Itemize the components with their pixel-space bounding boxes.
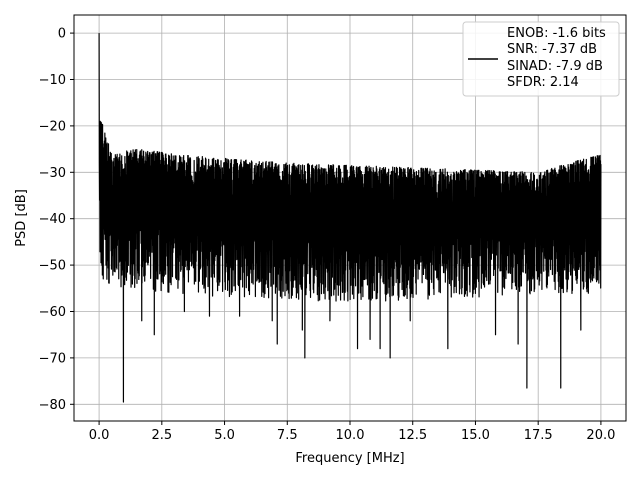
y-tick-label: −80 — [39, 398, 66, 413]
y-tick-label: −60 — [39, 305, 66, 320]
legend-line-sfdr: SFDR: 2.14 — [507, 75, 579, 90]
x-tick-label: 12.5 — [398, 428, 427, 443]
y-tick-label: −40 — [39, 212, 66, 227]
legend-line-enob: ENOB: -1.6 bits — [507, 26, 606, 41]
x-axis-label: Frequency [MHz] — [295, 451, 404, 466]
x-tick-label: 0.0 — [89, 428, 110, 443]
y-tick-label: −50 — [39, 259, 66, 274]
x-tick-label: 7.5 — [277, 428, 298, 443]
psd-line — [98, 33, 602, 403]
y-tick-label: −10 — [39, 73, 66, 88]
legend-line-sinad: SINAD: -7.9 dB — [507, 59, 603, 74]
x-tick-label: 2.5 — [151, 428, 172, 443]
legend-line-snr: SNR: -7.37 dB — [507, 42, 597, 57]
y-tick-label: −20 — [39, 119, 66, 134]
y-axis-label: PSD [dB] — [14, 189, 29, 247]
legend-box — [462, 21, 620, 97]
x-tick-label: 5.0 — [214, 428, 235, 443]
y-axis: 0 −10 −20 −30 −40 −50 −60 −70 −80 — [39, 27, 74, 413]
legend: ENOB: -1.6 bits SNR: -7.37 dB SINAD: -7.… — [462, 21, 620, 97]
x-tick-label: 17.5 — [524, 428, 553, 443]
x-tick-label: 20.0 — [586, 428, 615, 443]
x-axis: 0.0 2.5 5.0 7.5 10.0 12.5 15.0 17.5 20.0 — [89, 421, 615, 443]
x-tick-label: 10.0 — [336, 428, 365, 443]
x-tick-label: 15.0 — [461, 428, 490, 443]
y-tick-label: −30 — [39, 166, 66, 181]
y-tick-label: −70 — [39, 351, 66, 366]
series-psd — [98, 33, 602, 403]
y-tick-label: 0 — [58, 27, 66, 42]
